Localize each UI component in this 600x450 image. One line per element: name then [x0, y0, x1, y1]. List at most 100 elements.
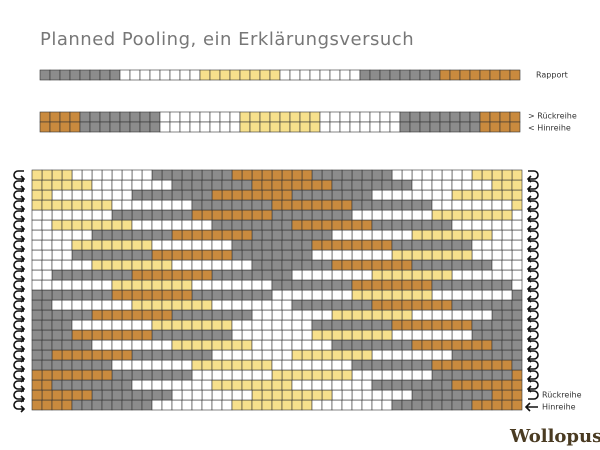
- stitch: [361, 269, 373, 281]
- stitch: [239, 69, 251, 81]
- stitch: [431, 279, 443, 291]
- stitch: [471, 319, 483, 331]
- stitch: [381, 339, 393, 351]
- stitch: [301, 249, 313, 261]
- stitch: [431, 179, 443, 191]
- stitch: [371, 189, 383, 201]
- stitch: [291, 399, 303, 411]
- stitch: [451, 279, 463, 291]
- stitch: [81, 349, 93, 361]
- stitch: [31, 199, 43, 211]
- stitch: [181, 229, 193, 241]
- stitch: [111, 229, 123, 241]
- stitch: [201, 169, 213, 181]
- stitch: [51, 179, 63, 191]
- stitch: [499, 69, 511, 81]
- stitch: [331, 229, 343, 241]
- stitch: [81, 309, 93, 321]
- stitch: [381, 359, 393, 371]
- stitch: [51, 169, 63, 181]
- stitch: [109, 69, 121, 81]
- stitch: [221, 369, 233, 381]
- stitch: [391, 229, 403, 241]
- stitch: [281, 229, 293, 241]
- stitch: [71, 299, 83, 311]
- stitch: [301, 289, 313, 301]
- stitch: [221, 199, 233, 211]
- stitch: [141, 309, 153, 321]
- stitch: [271, 379, 283, 391]
- stitch: [51, 299, 63, 311]
- stitch: [121, 279, 133, 291]
- stitch: [111, 259, 123, 271]
- stitch: [389, 69, 401, 81]
- stitch: [181, 309, 193, 321]
- stitch: [451, 369, 463, 381]
- stitch: [441, 169, 453, 181]
- stitch: [329, 121, 341, 133]
- stitch: [241, 329, 253, 341]
- stitch: [301, 349, 313, 361]
- stitch: [371, 379, 383, 391]
- stitch: [121, 169, 133, 181]
- stitch: [481, 359, 493, 371]
- stitch: [241, 259, 253, 271]
- stitch: [241, 269, 253, 281]
- stitch: [31, 399, 43, 411]
- stitch: [381, 259, 393, 271]
- forth-row-label: < Hinreihe: [528, 124, 571, 133]
- stitch: [161, 289, 173, 301]
- stitch: [131, 249, 143, 261]
- stitch: [261, 309, 273, 321]
- stitch: [291, 359, 303, 371]
- stitch: [511, 209, 523, 221]
- stitch: [171, 359, 183, 371]
- stitch: [231, 249, 243, 261]
- stitch: [371, 359, 383, 371]
- stitch: [241, 349, 253, 361]
- stitch: [101, 309, 113, 321]
- stitch: [351, 299, 363, 311]
- stitch: [351, 179, 363, 191]
- stitch: [459, 111, 471, 123]
- stitch: [151, 269, 163, 281]
- stitch: [71, 359, 83, 371]
- stitch: [281, 359, 293, 371]
- stitch: [111, 329, 123, 341]
- stitch: [411, 379, 423, 391]
- stitch: [161, 239, 173, 251]
- stitch: [501, 359, 513, 371]
- stitch: [41, 279, 53, 291]
- stitch: [61, 389, 73, 401]
- stitch: [151, 299, 163, 311]
- stitch: [201, 269, 213, 281]
- stitch: [201, 259, 213, 271]
- stitch: [341, 279, 353, 291]
- stitch: [441, 369, 453, 381]
- stitch: [291, 189, 303, 201]
- stitch: [261, 239, 273, 251]
- stitch: [291, 259, 303, 271]
- stitch: [71, 189, 83, 201]
- stitch: [209, 69, 221, 81]
- stitch: [61, 289, 73, 301]
- stitch: [371, 319, 383, 331]
- stitch: [371, 269, 383, 281]
- stitch: [391, 399, 403, 411]
- stitch: [481, 319, 493, 331]
- stitch: [491, 289, 503, 301]
- stitch: [461, 319, 473, 331]
- stitch: [311, 329, 323, 341]
- stitch: [71, 329, 83, 341]
- stitch: [231, 359, 243, 371]
- stitch: [111, 369, 123, 381]
- stitch: [169, 121, 181, 133]
- stitch: [61, 379, 73, 391]
- stitch: [111, 219, 123, 231]
- stitch: [51, 249, 63, 261]
- stitch: [501, 239, 513, 251]
- stitch: [181, 399, 193, 411]
- stitch: [421, 319, 433, 331]
- stitch: [331, 319, 343, 331]
- stitch: [161, 259, 173, 271]
